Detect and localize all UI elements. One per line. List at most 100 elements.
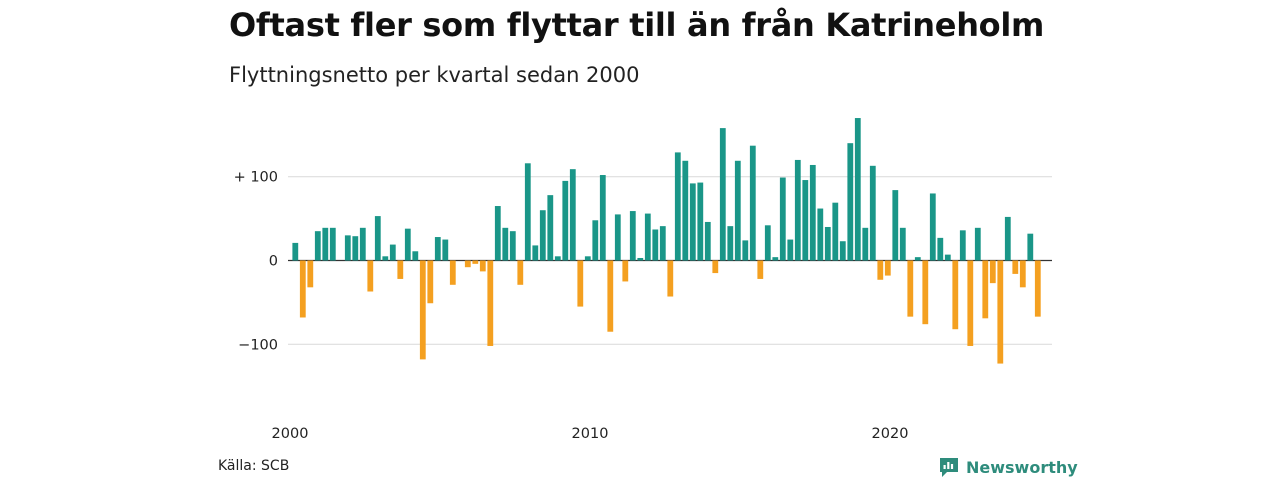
bar — [689, 183, 696, 261]
bar — [899, 227, 906, 261]
bar — [539, 210, 546, 261]
bar — [742, 240, 749, 261]
bar — [884, 260, 891, 276]
bar — [704, 221, 711, 261]
y-tick-label: −100 — [238, 337, 278, 353]
bar — [404, 228, 411, 261]
bar — [584, 256, 591, 261]
bar — [382, 256, 389, 261]
bar — [577, 260, 584, 307]
bar — [997, 260, 1004, 364]
x-tick-label: 2020 — [872, 426, 909, 442]
bar — [509, 231, 516, 261]
source-note: Källa: SCB — [218, 458, 290, 474]
bar — [719, 128, 726, 261]
bar — [629, 211, 636, 261]
chart-bubble-icon — [940, 458, 958, 477]
bar — [427, 260, 434, 304]
bar — [599, 175, 606, 261]
bar — [547, 195, 554, 261]
bar — [959, 230, 966, 261]
bar — [839, 241, 846, 261]
bars — [292, 118, 1041, 364]
bar — [322, 227, 329, 261]
bar — [494, 206, 501, 261]
bar — [682, 160, 689, 261]
bar — [734, 160, 741, 261]
bar — [442, 239, 449, 261]
bar — [824, 226, 831, 261]
bar — [487, 260, 494, 346]
bar — [644, 213, 651, 261]
newsworthy-logo[interactable]: Newsworthy — [938, 456, 1078, 478]
bar — [944, 254, 951, 261]
bar — [1004, 216, 1011, 261]
bar — [1027, 233, 1034, 261]
y-tick-label: 0 — [269, 254, 278, 270]
bar — [727, 226, 734, 261]
bar — [907, 260, 914, 317]
bar — [389, 244, 396, 261]
bar — [659, 226, 666, 261]
chart-title: Oftast fler som flyttar till än från Kat… — [229, 6, 1045, 44]
bar — [472, 260, 479, 264]
bar — [299, 260, 306, 318]
bar — [374, 216, 381, 261]
bar — [869, 165, 876, 261]
bar — [952, 260, 959, 330]
bar — [877, 260, 884, 280]
bar — [749, 145, 756, 261]
bar — [982, 260, 989, 319]
bar — [314, 231, 321, 261]
bar — [397, 260, 404, 279]
x-tick-label: 2010 — [572, 426, 609, 442]
bar — [592, 220, 599, 261]
bar — [479, 260, 486, 272]
bar — [637, 257, 644, 261]
bar — [772, 257, 779, 261]
bar — [412, 251, 419, 261]
bar — [367, 260, 374, 292]
bar — [854, 118, 861, 261]
bar — [779, 177, 786, 261]
bar — [524, 163, 531, 261]
bar — [434, 237, 441, 261]
bar — [862, 227, 869, 261]
bar — [622, 260, 629, 282]
bar — [359, 227, 366, 261]
bar — [652, 229, 659, 261]
bar — [974, 227, 981, 261]
bar — [802, 180, 809, 261]
bar — [344, 235, 351, 261]
bar — [464, 260, 471, 268]
brand-name: Newsworthy — [966, 457, 1078, 477]
bar — [914, 257, 921, 261]
bar — [419, 260, 426, 360]
bar — [1034, 260, 1041, 317]
bar — [809, 164, 816, 261]
bar — [614, 214, 621, 261]
bar — [832, 202, 839, 261]
bar — [517, 260, 524, 285]
bar — [817, 208, 824, 261]
bar — [674, 152, 681, 261]
bar — [554, 256, 561, 261]
bar — [892, 190, 899, 261]
bar — [329, 227, 336, 261]
axis-labels: + 100 0 −100 2000 2010 2020 — [234, 170, 909, 442]
bar — [449, 260, 456, 285]
bar — [764, 225, 771, 261]
bar — [937, 237, 944, 261]
bar — [292, 242, 299, 261]
bar — [989, 260, 996, 284]
bar — [794, 159, 801, 261]
bar — [967, 260, 974, 346]
bar — [532, 245, 539, 261]
bar — [922, 260, 929, 325]
y-tick-label: + 100 — [234, 170, 278, 186]
bar — [569, 169, 576, 261]
chart-subtitle: Flyttningsnetto per kvartal sedan 2000 — [229, 63, 640, 87]
bar — [502, 227, 509, 261]
bar — [847, 143, 854, 261]
